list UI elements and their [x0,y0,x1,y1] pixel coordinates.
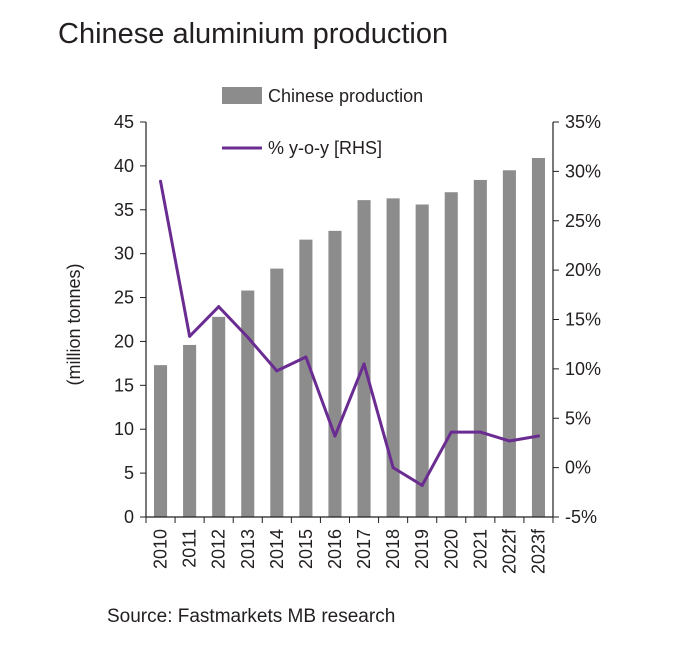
y-tick-label: 5 [124,463,134,483]
yoy-point-2017 [362,362,366,366]
y2-tick-label: 35% [565,112,601,132]
x-tick-label: 2014 [267,529,287,569]
y2-tick-label: 5% [565,408,591,428]
y2-tick-label: -5% [565,507,597,527]
yoy-point-2013 [246,335,250,339]
y2-tick-label: 10% [565,359,601,379]
bar-2011 [183,344,197,517]
x-tick-label: 2021 [470,529,490,569]
x-tick-label: 2018 [383,529,403,569]
y2-tick-label: 30% [565,161,601,181]
bar-2021 [473,179,487,517]
x-tick-label: 2020 [441,529,461,569]
x-tick-label: 2012 [209,529,229,569]
y-axis-title: (million tonnes) [64,263,84,385]
yoy-point-2020 [449,430,453,434]
bar-2013 [241,290,255,517]
x-tick-label: 2016 [325,529,345,569]
x-tick-label: 2022f [499,528,519,574]
legend-bar-label: Chinese production [268,86,423,106]
bar-2018 [386,198,400,517]
yoy-point-2012 [217,305,221,309]
bar-2022f [502,170,516,517]
y2-tick-label: 0% [565,458,591,478]
line-series [159,179,540,487]
x-tick-label: 2019 [412,529,432,569]
yoy-point-2014 [275,369,279,373]
bar-2016 [328,230,342,517]
source-note: Source: Fastmarkets MB research [107,606,396,627]
y-tick-label: 40 [114,156,134,176]
bar-2010 [153,365,168,517]
x-tick-label: 2011 [180,529,200,568]
chart-title: Chinese aluminium production [58,18,449,50]
bar-2015 [299,239,313,517]
bar-2014 [270,268,284,517]
bar-series [153,157,546,517]
legend: Chinese production % y-o-y [RHS] [222,86,423,158]
y2-tick-label: 15% [565,310,601,330]
legend-line-label: % y-o-y [RHS] [268,138,382,158]
bar-2023f [531,157,546,517]
y2-tick-label: 25% [565,211,601,231]
y-tick-label: 10 [114,419,134,439]
x-tick-label: 2023f [528,528,548,574]
yoy-point-2023f [536,434,540,438]
yoy-point-2022f [507,439,511,443]
y-tick-label: 30 [114,244,134,264]
y-tick-label: 25 [114,288,134,308]
yoy-point-2021 [478,430,482,434]
y2-tick-label: 20% [565,260,601,280]
yoy-point-2019 [420,483,424,487]
legend-bar-swatch [222,87,262,104]
yoy-point-2016 [333,434,337,438]
bar-2017 [357,200,371,517]
y-tick-label: 20 [114,331,134,351]
y-tick-label: 0 [124,507,134,527]
yoy-point-2010 [159,179,163,183]
bar-2012 [212,316,226,517]
bar-2020 [444,192,458,517]
x-tick-label: 2015 [296,529,316,569]
x-tick-label: 2013 [238,529,258,569]
bar-2019 [415,204,429,517]
yoy-point-2018 [391,466,395,470]
y-tick-label: 45 [114,112,134,132]
yoy-line [159,180,539,487]
y-tick-label: 15 [114,375,134,395]
axes: 0 5 10 15 20 25 30 35 40 45 -5% 0% 5% 10% 15% 20% 25% 30%… [64,112,601,574]
y-tick-label: 35 [114,200,134,220]
yoy-point-2015 [304,355,308,359]
x-tick-label: 2017 [354,529,374,569]
yoy-point-2011 [188,334,192,338]
x-tick-label: 2010 [151,529,171,569]
